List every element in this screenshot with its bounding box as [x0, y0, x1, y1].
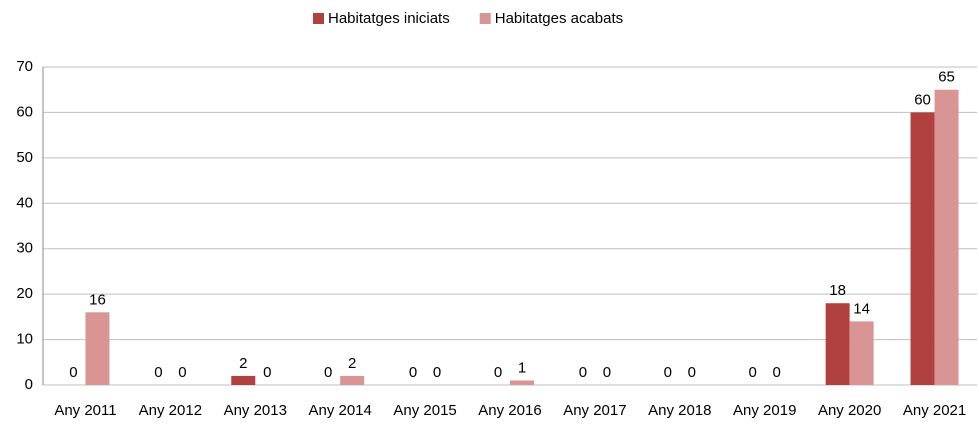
value-label: 16 [89, 291, 106, 308]
value-label: 0 [749, 364, 757, 381]
value-label: 0 [433, 364, 441, 381]
value-label: 0 [263, 364, 271, 381]
y-tick-label: 40 [16, 194, 33, 211]
value-label: 2 [348, 355, 356, 372]
y-tick-label: 60 [16, 103, 33, 120]
bar [825, 303, 850, 385]
value-label: 14 [853, 300, 870, 317]
value-label: 0 [579, 364, 587, 381]
x-tick-label: Any 2015 [393, 402, 456, 419]
y-tick-label: 70 [16, 58, 33, 75]
bar [85, 312, 110, 385]
y-tick-label: 10 [16, 331, 33, 348]
y-tick-label: 0 [25, 376, 33, 393]
x-tick-label: Any 2011 [54, 402, 116, 419]
x-tick-label: Any 2016 [478, 402, 541, 419]
value-label: 65 [938, 69, 955, 86]
x-tick-label: Any 2012 [139, 402, 202, 419]
y-tick-label: 30 [16, 240, 33, 257]
x-tick-label: Any 2019 [733, 402, 796, 419]
bar [510, 380, 534, 385]
x-tick-label: Any 2014 [308, 402, 371, 419]
legend-swatch [479, 13, 491, 24]
value-label: 0 [324, 364, 332, 381]
value-label: 0 [69, 364, 77, 381]
value-label: 2 [239, 355, 247, 372]
value-label: 0 [773, 364, 781, 381]
value-label: 0 [178, 364, 186, 381]
bar [340, 375, 365, 385]
value-label: 0 [409, 364, 417, 381]
value-label: 1 [518, 359, 526, 376]
value-label: 0 [603, 364, 611, 381]
y-tick-label: 50 [16, 149, 33, 166]
bar [849, 321, 874, 385]
x-tick-label: Any 2021 [903, 402, 966, 419]
value-label: 0 [154, 364, 162, 381]
bar [231, 375, 256, 385]
value-label: 0 [664, 364, 672, 381]
x-tick-label: Any 2013 [224, 402, 287, 419]
legend-swatch [313, 13, 324, 24]
bar [910, 112, 935, 385]
legend-label: Habitatges acabats [495, 10, 623, 27]
value-label: 60 [914, 91, 931, 108]
y-tick-label: 20 [16, 285, 33, 302]
value-label: 0 [688, 364, 696, 381]
legend-label: Habitatges iniciats [328, 10, 450, 27]
value-label: 18 [829, 282, 846, 299]
x-tick-label: Any 2018 [648, 402, 711, 419]
bar [934, 89, 959, 385]
x-tick-label: Any 2017 [563, 402, 626, 419]
value-label: 0 [494, 364, 502, 381]
x-tick-label: Any 2020 [818, 402, 881, 419]
